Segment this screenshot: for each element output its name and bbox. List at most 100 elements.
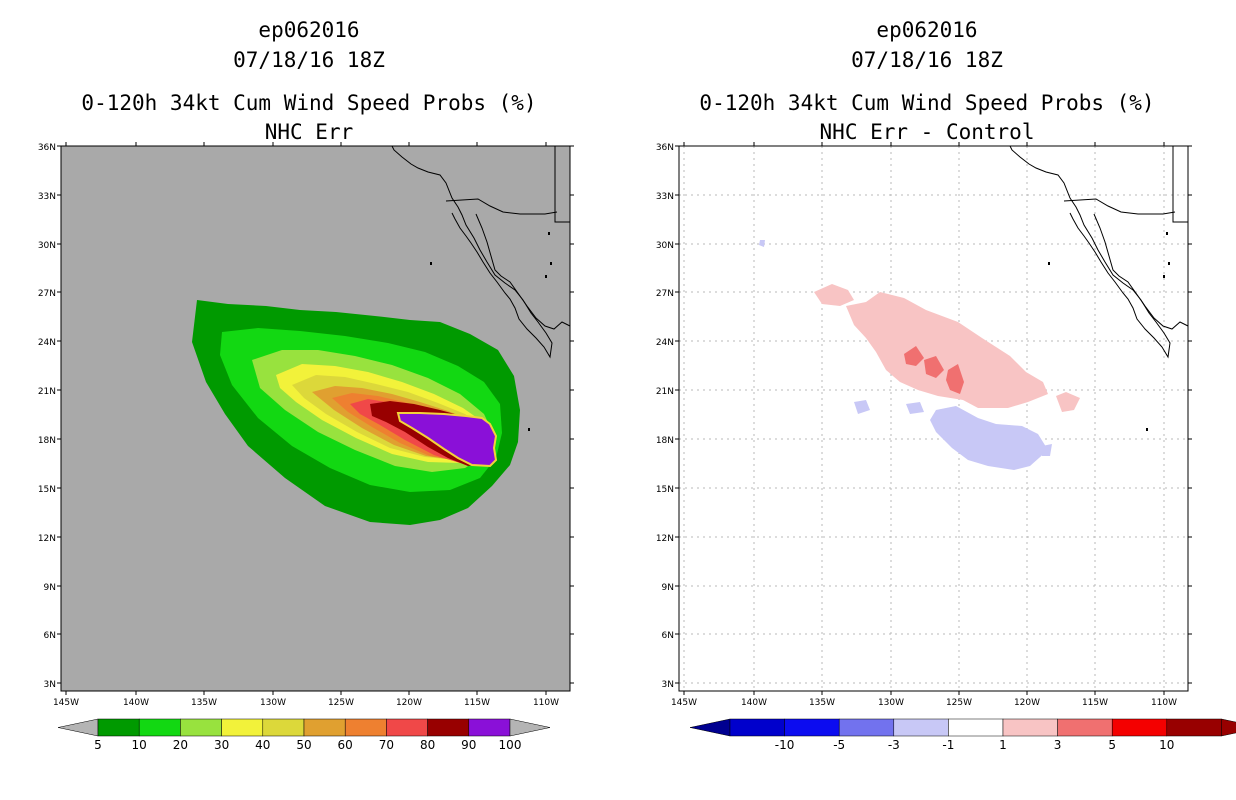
legend-color-box [97,718,140,737]
lat-label: 3N [662,680,674,690]
island [1163,275,1165,278]
island [528,428,530,431]
legend-label: 10 [1159,738,1174,752]
coastline [554,146,570,223]
right-panel: ep062016 07/18/16 18Z 0-120h 34kt Cum Wi… [618,0,1236,800]
legend-label: 5 [94,738,102,752]
lon-label: 145W [671,698,697,708]
legend-label: 5 [1108,738,1116,752]
island [545,275,547,278]
legend-color-box [262,718,305,737]
legend-label: 90 [461,738,476,752]
legend-color-box [784,718,840,737]
lat-label: 21N [38,387,56,397]
lon-label: 140W [123,698,149,708]
experiment-title: NHC Err - Control [819,120,1035,144]
difference-contour-positive-strong [904,346,924,366]
legend-arrow-left [57,718,99,737]
difference-contour-positive [1056,392,1080,412]
legend-color-box [138,718,181,737]
legend-color-box [1002,718,1058,737]
lat-label: 18N [38,436,56,446]
legend-color-box [427,718,470,737]
lon-label: 125W [328,698,354,708]
lon-label: 115W [1082,698,1108,708]
lat-label: 33N [38,192,56,202]
legend-color-box [838,718,895,737]
lat-label: 36N [38,143,56,153]
difference-contour-negative [1042,444,1052,456]
difference-contour-negative [906,402,924,414]
legend-label: -1 [942,738,954,752]
legend-color-box [386,718,428,737]
lat-label: 24N [656,338,674,348]
difference-contour-positive-strong [924,356,944,378]
lon-label: 130W [878,698,904,708]
difference-contour-positive [814,284,854,306]
product-title: 0-120h 34kt Cum Wind Speed Probs (%) [699,91,1155,115]
island [430,262,432,265]
legend-label: 10 [132,738,147,752]
coastline [1172,146,1188,223]
island [1168,262,1170,265]
island [1048,262,1050,265]
lat-label: 24N [38,338,56,348]
storm-id-title: ep062016 [876,18,978,42]
difference-contour-negative [854,400,870,414]
left-panel: ep062016 07/18/16 18Z 0-120h 34kt Cum Wi… [38,18,574,752]
lat-label: 33N [656,192,674,202]
legend-color-box [221,718,264,737]
difference-contour-negative [930,406,1048,470]
coastline [391,145,553,359]
lon-label: 115W [464,698,490,708]
map-frame [60,145,571,692]
island [550,262,552,265]
legend-label: -3 [888,738,900,752]
lat-label: 15N [656,485,674,495]
lat-label: 21N [656,387,674,397]
coastline [475,213,571,330]
legend-arrow-left [689,718,731,737]
lat-label: 3N [44,680,56,690]
probability-contour [398,413,496,466]
coastline [1093,213,1189,330]
coastline [1009,145,1171,359]
lat-label: 27N [38,289,56,299]
lon-label: 135W [191,698,217,708]
legend-color-box [893,718,949,737]
legend-color-box [1166,718,1222,737]
left-map: 36N 33N 30N 27N 24N 21N 18N 15N 12N 9N 6N 3N 145W 140… [38,142,574,752]
date-time-title: 07/18/16 18Z [233,48,385,72]
lon-label: 125W [946,698,972,708]
legend-label: 50 [296,738,311,752]
lon-label: 130W [260,698,286,708]
lat-label: 12N [38,534,56,544]
legend-color-box [344,718,387,737]
lat-label: 6N [662,631,674,641]
island [548,232,550,235]
legend-label: 20 [173,738,188,752]
right-map: 36N 33N 30N 27N 24N 21N 18N 15N 12N 9N 6N 3N 145W 140… [656,142,1236,752]
legend-color-box [1057,718,1113,737]
date-time-title: 07/18/16 18Z [851,48,1003,72]
lat-label: 27N [656,289,674,299]
lat-label: 9N [662,583,674,593]
lat-label: 6N [44,631,56,641]
lon-label: 135W [809,698,835,708]
legend-label: -10 [775,738,795,752]
legend-arrow-right [1221,718,1236,737]
lon-label: 120W [396,698,422,708]
lon-label: 110W [533,698,559,708]
country-border [1063,198,1176,215]
legend-color-box [180,718,222,737]
legend-label: 1 [999,738,1007,752]
legend-label: 80 [420,738,435,752]
lon-label: 145W [53,698,79,708]
lon-label: 120W [1014,698,1040,708]
legend-label: 70 [379,738,394,752]
legend-color-box [1111,718,1168,737]
lat-label: 36N [656,143,674,153]
lon-label: 110W [1151,698,1177,708]
difference-contour-negative [759,240,765,247]
lat-label: 18N [656,436,674,446]
